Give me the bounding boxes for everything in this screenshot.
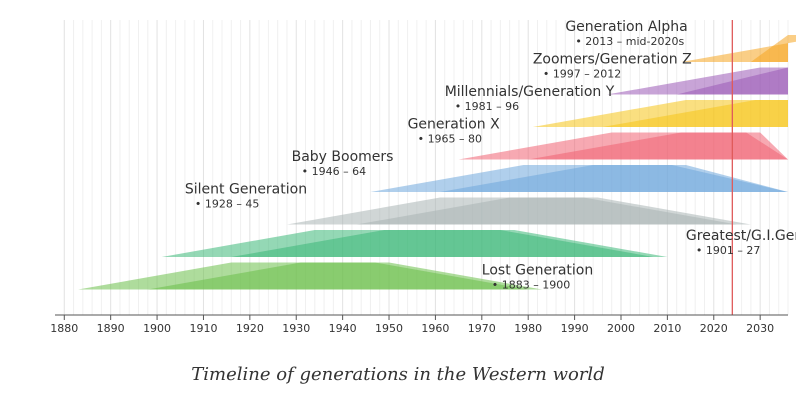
x-tick-label: 2020 — [700, 322, 728, 335]
x-tick-label: 1880 — [50, 322, 78, 335]
x-tick-label: 1990 — [561, 322, 589, 335]
generation-name: Baby Boomers — [292, 149, 394, 165]
generation-name: Greatest/G.I.Generation — [686, 228, 796, 244]
generation-years: • 1997 – 2012 — [543, 68, 621, 81]
generation-years: • 1946 – 64 — [302, 165, 366, 178]
chart-caption: Timeline of generations in the Western w… — [191, 364, 605, 385]
x-tick-label: 1950 — [375, 322, 403, 335]
x-tick-label: 1890 — [97, 322, 125, 335]
x-tick-label: 1930 — [282, 322, 310, 335]
generation-name: Lost Generation — [482, 263, 593, 279]
x-tick-label: 1940 — [329, 322, 357, 335]
x-tick-label: 1910 — [189, 322, 217, 335]
generation-name: Generation Alpha — [565, 19, 687, 35]
generation-name: Zoomers/Generation Z — [533, 52, 692, 68]
generation-band-core — [356, 197, 751, 225]
generation-name: Millennials/Generation Y — [445, 84, 615, 100]
x-tick-label: 1920 — [236, 322, 264, 335]
generation-bands — [78, 20, 796, 315]
generation-years: • 1901 – 27 — [696, 244, 760, 257]
x-tick-label: 2000 — [607, 322, 635, 335]
x-tick-label: 1960 — [421, 322, 449, 335]
generation-band-core — [528, 132, 788, 160]
generation-years: • 1981 – 96 — [455, 100, 519, 113]
generation-years: • 1883 – 1900 — [492, 279, 570, 292]
generation-years: • 1965 – 80 — [418, 133, 482, 146]
x-tick-label: 1970 — [468, 322, 496, 335]
x-tick-label: 2010 — [653, 322, 681, 335]
generations-timeline-chart: Generation Alpha• 2013 – mid-2020s Zoomer… — [50, 19, 796, 335]
generation-name: Silent Generation — [185, 182, 307, 198]
generation-years: • 1928 – 45 — [195, 198, 259, 211]
generation-years: • 2013 – mid-2020s — [575, 35, 684, 48]
generation-band-core — [440, 165, 788, 192]
generation-labels: Generation Alpha• 2013 – mid-2020s Zoomer… — [185, 19, 796, 292]
generation-band-core — [602, 100, 788, 127]
generation-band-core — [750, 35, 788, 62]
generation-band-core — [147, 262, 543, 290]
x-tick-label: 1980 — [514, 322, 542, 335]
x-axis: 1880 1890 1900 1910 1920 1930 1940 1950 1960 1970… — [50, 314, 788, 335]
generation-name: Generation X — [408, 117, 501, 133]
x-tick-label: 2030 — [746, 322, 774, 335]
x-tick-label: 1900 — [143, 322, 171, 335]
generation-band-core — [231, 230, 668, 257]
